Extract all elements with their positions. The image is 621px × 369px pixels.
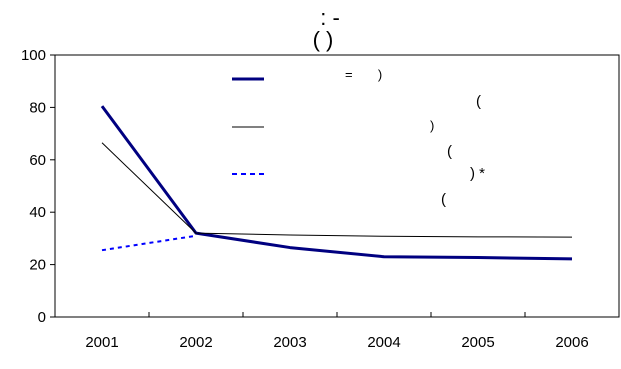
y-tick-label: 40: [29, 204, 46, 221]
annotation-4: (: [441, 191, 446, 208]
series-3-line: [101, 234, 197, 252]
x-tick-label: 2005: [461, 334, 494, 351]
series-1-line: [100, 105, 573, 261]
legend-label-series-2: ): [430, 118, 434, 133]
y-axis: 0 20 40 60 80 100: [21, 47, 55, 326]
x-tick-label: 2002: [179, 334, 212, 351]
chart-title-line-2: ( ): [313, 27, 334, 52]
y-tick-label: 20: [29, 257, 46, 274]
x-tick-label: 2001: [85, 334, 118, 351]
series-2-line: [101, 142, 573, 238]
plot-area: [54, 54, 620, 318]
legend-label-series-1: = ): [345, 67, 382, 82]
x-axis: 2001 2002 2003 2004 2005 2006: [85, 312, 589, 351]
annotation-3: ) *: [470, 165, 485, 182]
y-tick-label: 0: [38, 309, 46, 326]
x-tick-label: 2004: [367, 334, 400, 351]
x-tick-label: 2003: [273, 334, 306, 351]
chart-title-line-1: : -: [320, 5, 340, 30]
x-tick-label: 2006: [555, 334, 588, 351]
annotation-1: (: [476, 93, 481, 110]
y-tick-label: 100: [21, 47, 46, 64]
annotation-2: (: [447, 143, 452, 160]
y-tick-label: 60: [29, 152, 46, 169]
series-layer: [100, 105, 573, 261]
y-tick-label: 80: [29, 99, 46, 116]
